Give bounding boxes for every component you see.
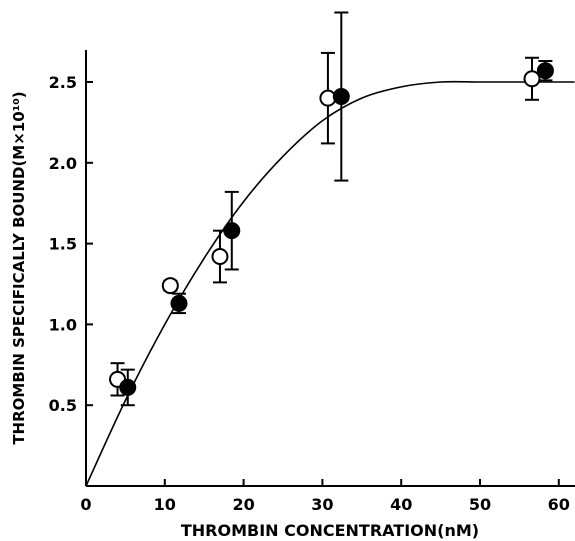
filled-marker — [119, 378, 137, 396]
y-tick-label: 1.5 — [49, 235, 77, 254]
x-tick-label: 40 — [390, 495, 412, 514]
filled-data-point — [223, 190, 241, 271]
open-data-point — [211, 229, 229, 284]
x-tick-label: 60 — [548, 495, 570, 514]
axis-ticks: 0 10 20 30 40 50 60 0.5 1.0 1.5 2.0 2.5 — [49, 73, 570, 514]
filled-marker — [223, 222, 241, 240]
open-marker — [161, 277, 179, 295]
y-tick-label: 2.5 — [49, 73, 77, 92]
y-tick-label: 1.0 — [49, 315, 77, 334]
fit-curve — [85, 80, 575, 487]
open-data-point — [109, 362, 127, 397]
filled-marker — [332, 88, 350, 106]
open-marker — [523, 70, 541, 88]
x-axis-label: THROMBIN CONCENTRATION(nM) — [181, 521, 479, 540]
filled-data-point — [332, 11, 350, 182]
y-tick-label: 2.0 — [49, 154, 77, 173]
open-data-point — [161, 277, 179, 295]
y-tick-label: 0.5 — [49, 396, 77, 415]
filled-data-point — [536, 59, 554, 82]
filled-marker — [536, 62, 554, 80]
open-marker — [211, 248, 229, 266]
x-tick-label: 50 — [469, 495, 491, 514]
open-data-point — [523, 56, 541, 101]
x-tick-label: 10 — [154, 495, 176, 514]
filled-data-point — [170, 292, 188, 315]
open-data-point — [319, 51, 337, 145]
filled-marker — [170, 294, 188, 312]
filled-data-point — [119, 368, 137, 407]
fit-curve-layer — [85, 80, 575, 487]
x-tick-label: 30 — [311, 495, 333, 514]
x-tick-label: 20 — [232, 495, 254, 514]
y-axis-label: THROMBIN SPECIFICALLY BOUND(M×10¹⁰) — [10, 91, 28, 444]
x-tick-label: 0 — [80, 495, 91, 514]
data-points-layer — [109, 11, 554, 407]
